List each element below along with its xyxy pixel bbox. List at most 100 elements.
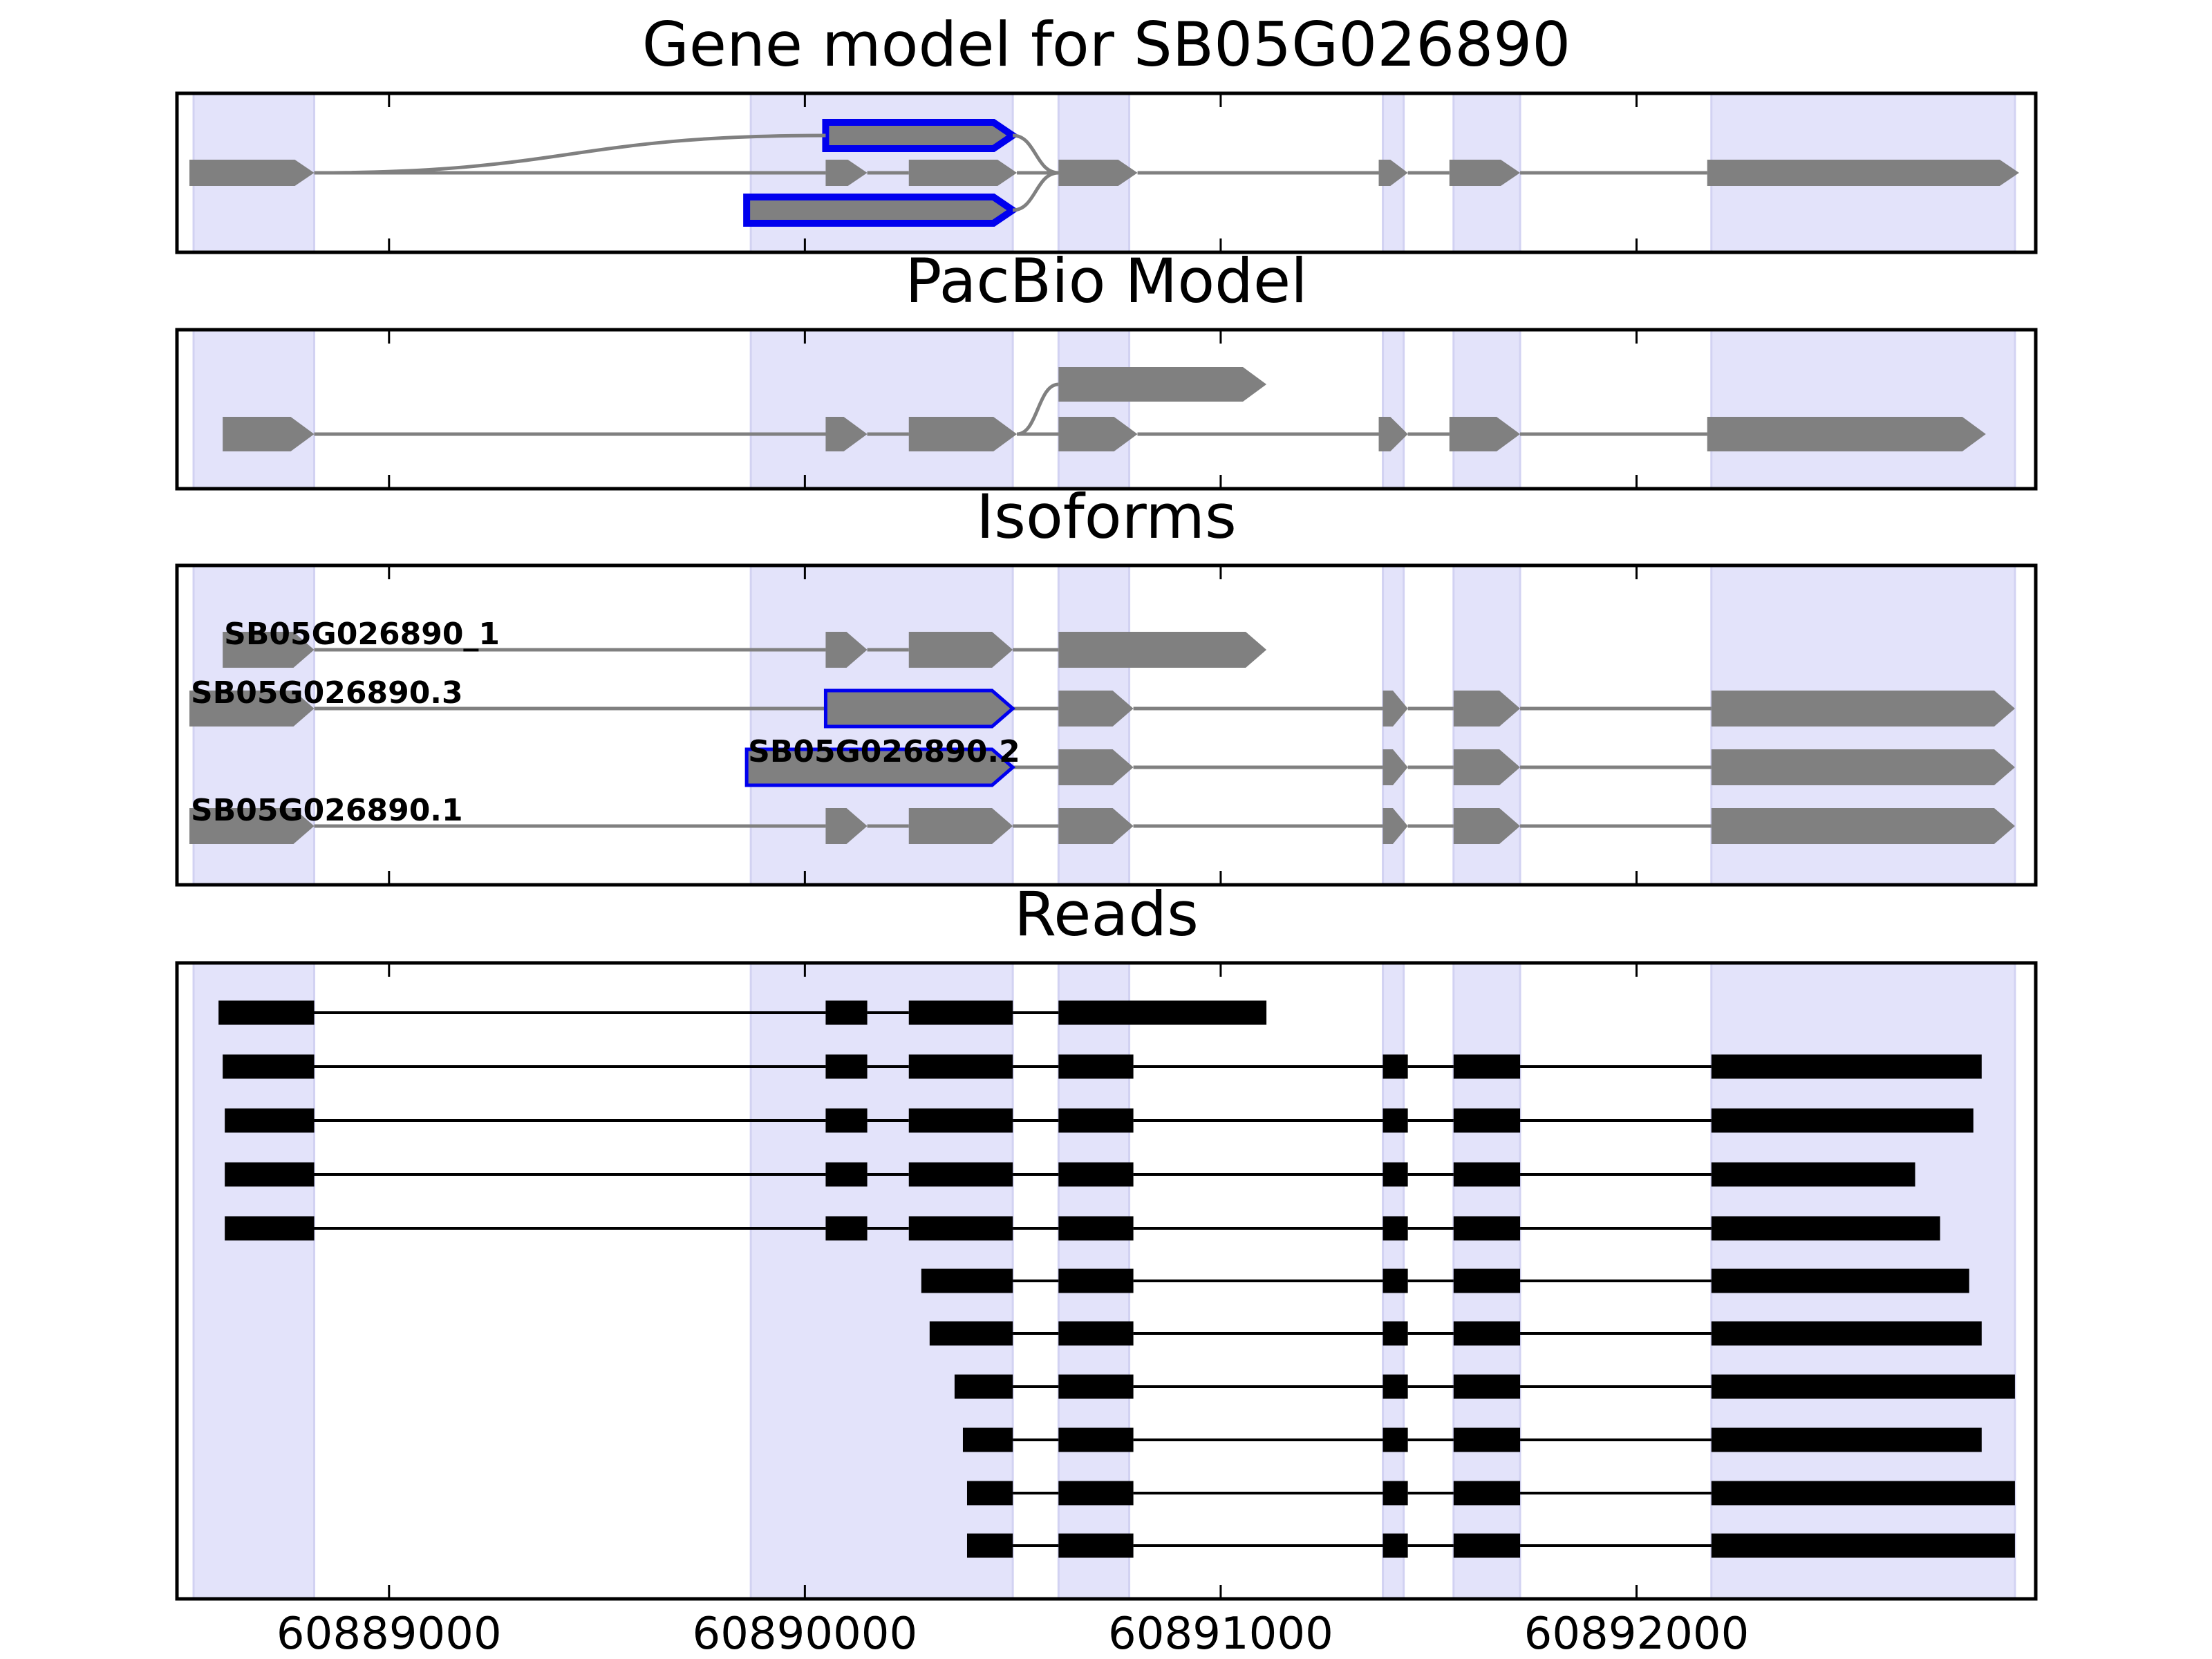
exon-arrow	[1707, 160, 2019, 186]
panel-title: PacBio Model	[905, 245, 1307, 317]
exon-arrow	[1058, 632, 1267, 668]
read-block	[1711, 1162, 1915, 1187]
highlighted-exon	[823, 688, 1015, 729]
exon-arrow	[223, 632, 315, 668]
exon-arrow	[1453, 808, 1521, 844]
pacbio-model-panel: PacBio Model	[175, 245, 2038, 491]
panel-title: Gene model for SB05G026890	[642, 9, 1571, 80]
panel-title: Reads	[1014, 879, 1199, 950]
read-block	[1453, 1268, 1521, 1293]
x-tick-label: 60891000	[1108, 1609, 1333, 1659]
read-row	[223, 1054, 1982, 1079]
read-row	[225, 1108, 1974, 1133]
exon-arrow	[1711, 808, 2015, 844]
read-block	[962, 1427, 1013, 1452]
read-block	[1058, 1533, 1134, 1558]
transcript-row	[743, 194, 1020, 227]
exon-arrow	[908, 632, 1013, 668]
isoform-label: SB05G026890.1	[191, 793, 463, 828]
gene-model-panel: Gene model for SB05G026890	[175, 9, 2038, 254]
read-block	[1453, 1054, 1521, 1079]
read-block	[1058, 1481, 1134, 1506]
read-block	[1058, 1054, 1134, 1079]
read-block	[1058, 1162, 1134, 1187]
exon-arrow	[1382, 808, 1408, 844]
transcript-row	[744, 747, 2015, 787]
read-block	[908, 1000, 1013, 1025]
transcript-row	[1058, 367, 1267, 402]
read-block	[908, 1054, 1013, 1079]
shaded-region	[1710, 330, 2016, 489]
read-block	[1453, 1533, 1521, 1558]
read-block	[1058, 1108, 1134, 1133]
read-block	[1453, 1162, 1521, 1187]
read-block	[1453, 1481, 1521, 1506]
shaded-region	[749, 330, 1014, 489]
exon-arrow	[1058, 808, 1134, 844]
highlighted-exon	[743, 194, 1020, 227]
panel-title: Isoforms	[976, 481, 1237, 552]
read-row	[929, 1321, 1982, 1346]
splice-connector	[1012, 171, 1059, 212]
exon-arrow	[1058, 160, 1138, 186]
shaded-region	[192, 330, 316, 489]
highlighted-exon	[822, 119, 1020, 152]
read-row	[225, 1216, 1940, 1241]
exon-arrow	[1449, 417, 1521, 451]
read-block	[929, 1321, 1013, 1346]
read-block	[1711, 1427, 1982, 1452]
isoform-label: SB05G026890.3	[191, 675, 463, 711]
plot-area	[189, 565, 2016, 885]
x-axis: 60889000 60890000 60891000 60892000	[276, 1609, 1749, 1659]
read-block	[1382, 1427, 1408, 1452]
exon-arrow	[825, 417, 868, 451]
exon-arrow	[825, 160, 868, 186]
read-block	[966, 1481, 1013, 1506]
read-row	[962, 1427, 1982, 1452]
read-row	[921, 1268, 1969, 1293]
exon-arrow	[825, 808, 868, 844]
isoforms-panel: Isoforms SB05G026890_1 SB05G026890.3 SB05G0…	[175, 481, 2038, 887]
read-block	[1058, 1268, 1134, 1293]
isoform-label: SB05G026890.2	[748, 734, 1020, 769]
read-block	[966, 1533, 1013, 1558]
exon-arrow	[1058, 691, 1134, 727]
read-block	[225, 1108, 315, 1133]
exon-arrow	[1707, 417, 1986, 451]
read-block	[1058, 1216, 1134, 1241]
read-block	[921, 1268, 1013, 1293]
read-block	[1711, 1268, 1969, 1293]
highlighted-exon	[744, 747, 1015, 787]
read-block	[1382, 1374, 1408, 1399]
splice-connector	[1012, 133, 1059, 175]
read-block	[1711, 1054, 1982, 1079]
read-block	[1453, 1216, 1521, 1241]
x-tick-label: 60892000	[1524, 1609, 1750, 1659]
read-block	[1711, 1374, 2015, 1399]
read-block	[1711, 1481, 2015, 1506]
read-block	[225, 1162, 315, 1187]
axes-frame	[175, 328, 2038, 491]
read-block	[1058, 1374, 1134, 1399]
read-block	[1058, 1000, 1267, 1025]
shaded-region	[1382, 330, 1405, 489]
read-block	[1382, 1321, 1408, 1346]
read-block	[1382, 1216, 1408, 1241]
exon-arrow	[1058, 417, 1138, 451]
read-block	[825, 1162, 868, 1187]
transcript-row	[822, 119, 1020, 152]
read-block	[1711, 1533, 2015, 1558]
read-block	[223, 1054, 315, 1079]
read-block	[1453, 1374, 1521, 1399]
transcript-row	[189, 160, 2019, 186]
read-block	[1453, 1427, 1521, 1452]
exon-arrow	[189, 691, 315, 727]
read-row	[954, 1374, 2015, 1399]
isoform-label: SB05G026890_1	[224, 617, 500, 652]
read-block	[218, 1000, 315, 1025]
read-row	[966, 1481, 2015, 1506]
shaded-region	[1057, 330, 1131, 489]
exon-arrow	[1711, 749, 2015, 785]
splice-connector	[1016, 382, 1059, 436]
exon-arrow	[908, 160, 1018, 186]
